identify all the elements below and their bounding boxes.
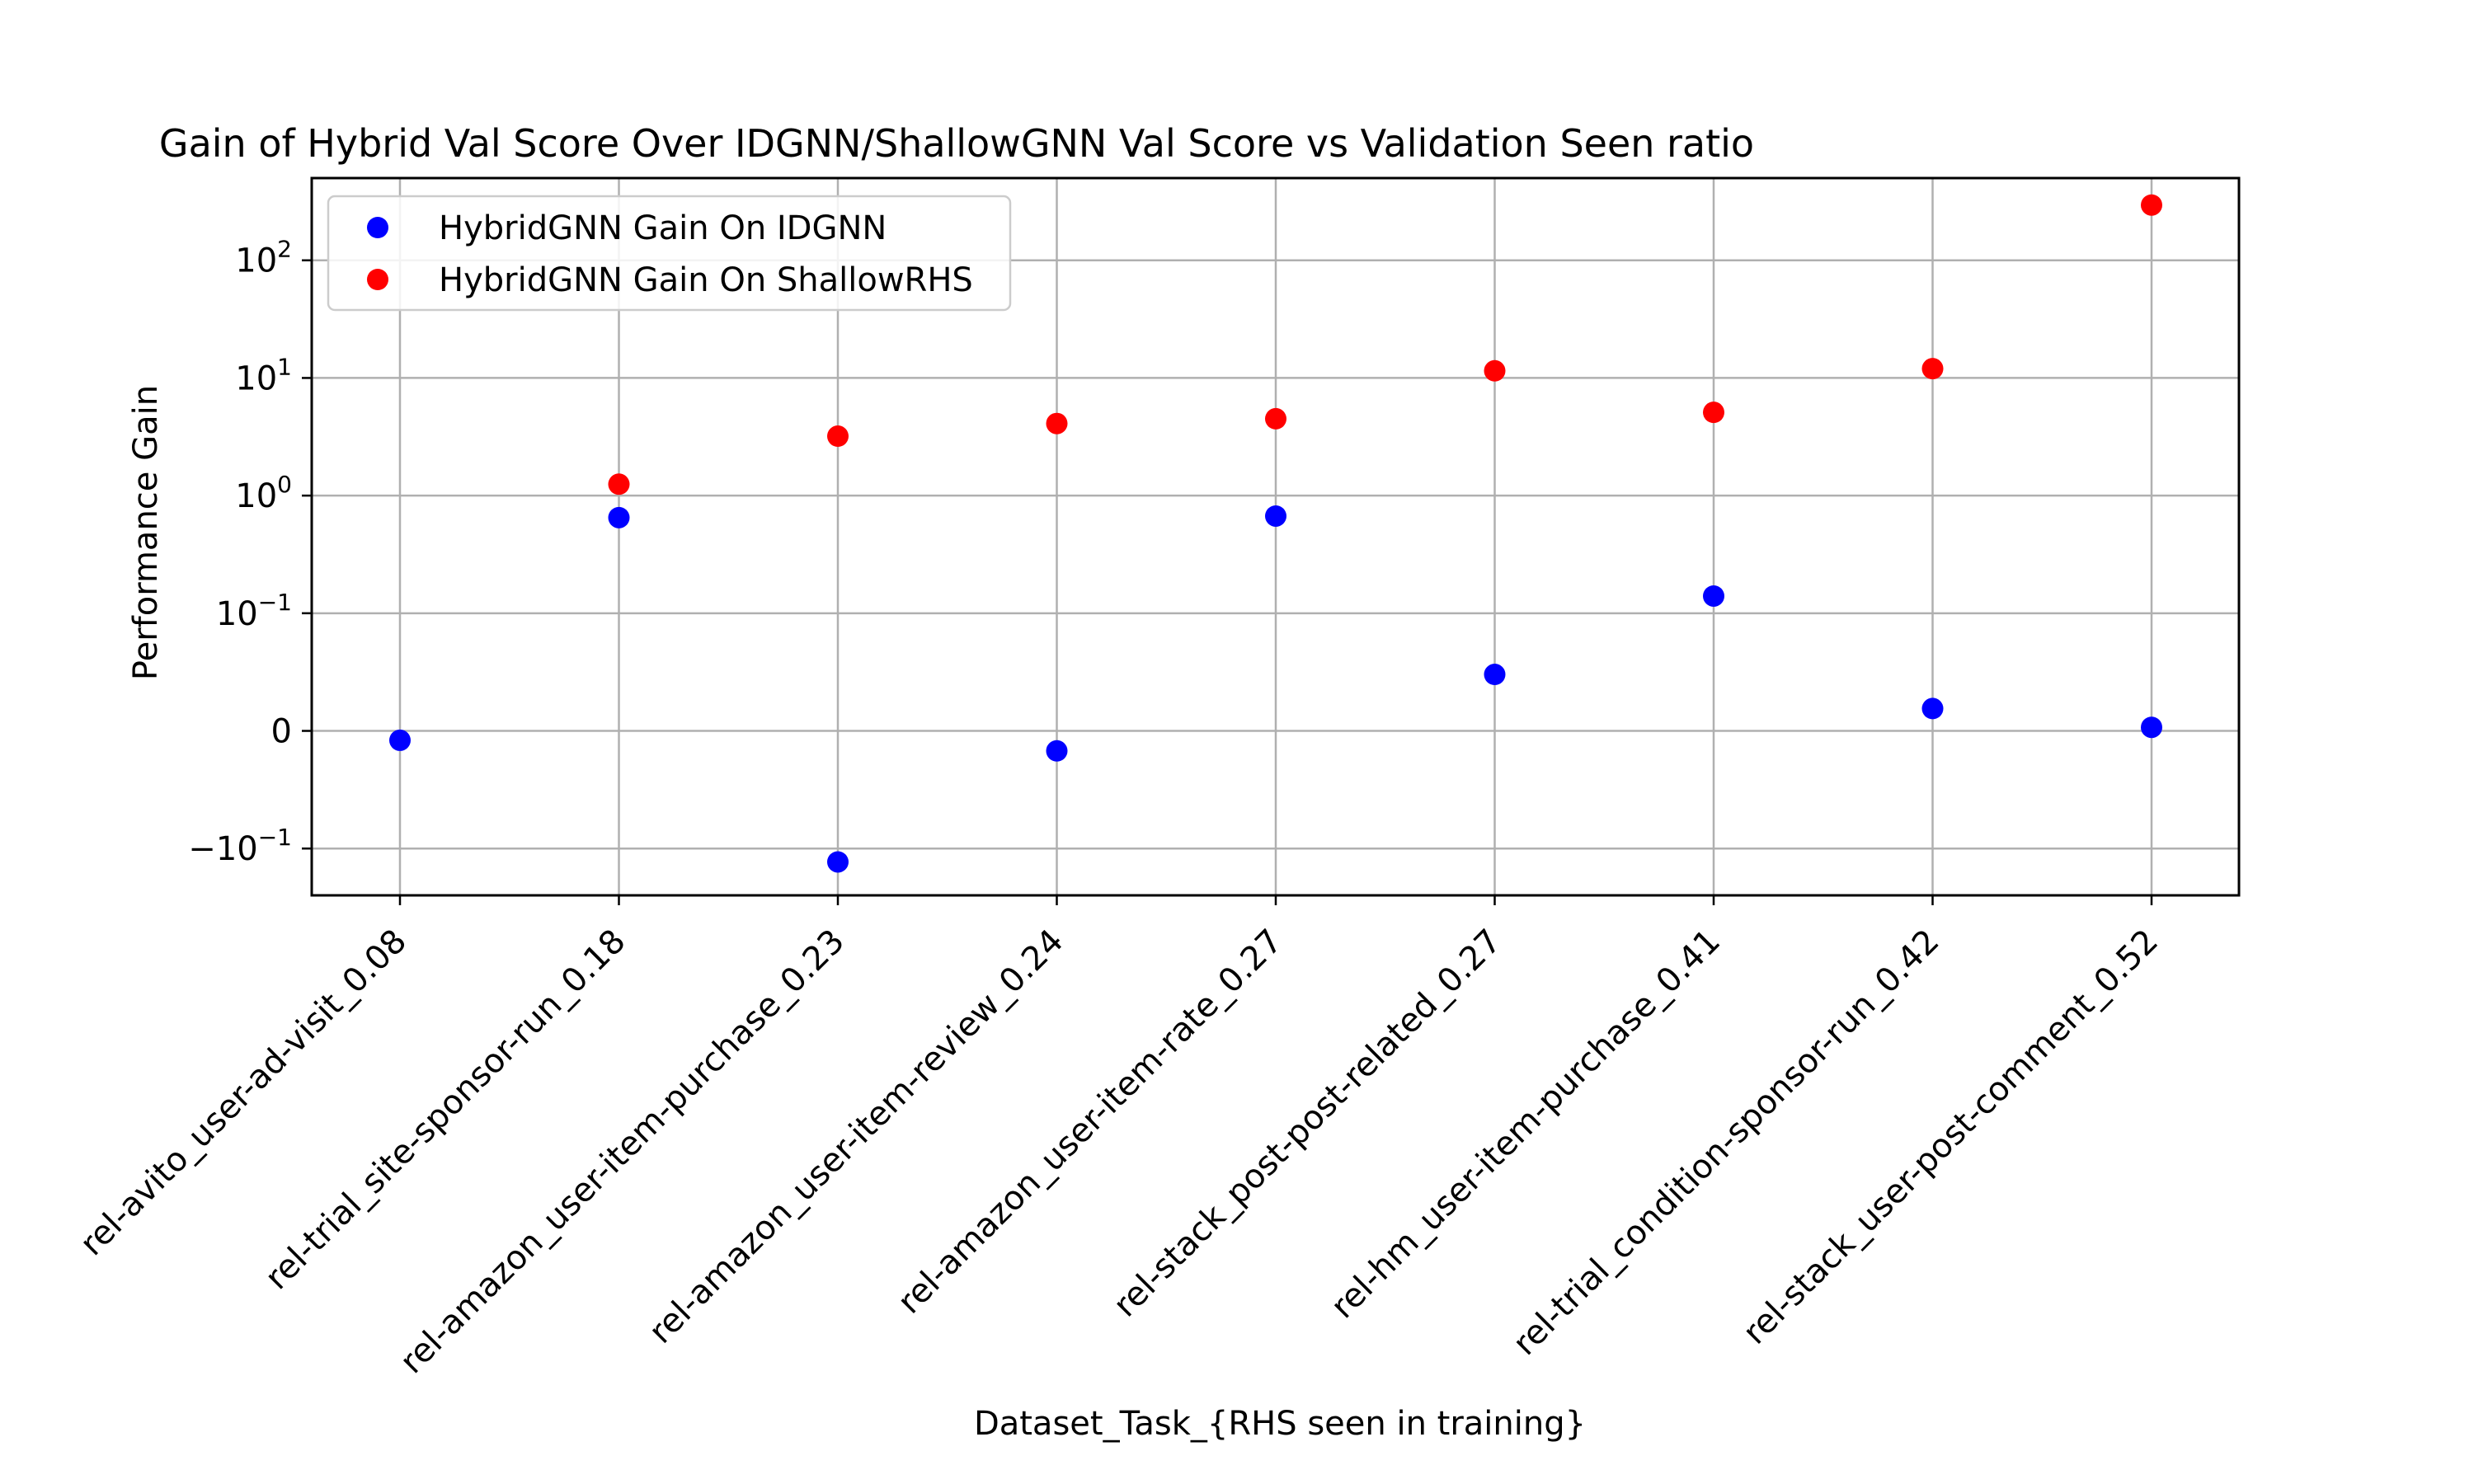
y-tick-label: 0: [271, 713, 292, 751]
y-tick-label: 100: [235, 471, 292, 515]
series-1-point: [1265, 505, 1286, 527]
legend: HybridGNN Gain On IDGNN HybridGNN Gain On…: [327, 195, 1012, 312]
series-1-point: [1484, 664, 1506, 686]
y-tick-label: 10−1: [216, 589, 292, 633]
x-tick-label: rel-amazon_user-item-rate_0.27: [891, 923, 1290, 1322]
x-tick-label: rel-stack_user-post-comment_0.52: [1736, 923, 2166, 1352]
x-tick-label: rel-stack_post-post-related_0.27: [1107, 923, 1509, 1325]
series-1-point: [1921, 697, 1944, 720]
series-1-point: [608, 506, 630, 528]
legend-label: HybridGNN Gain On IDGNN: [439, 209, 887, 247]
legend-marker: [367, 217, 388, 238]
x-axis-label: Dataset_Task_{RHS seen in training}: [974, 1405, 1586, 1443]
series-1-point: [1046, 740, 1068, 762]
y-tick-label: 102: [235, 236, 292, 280]
legend-label: HybridGNN Gain On ShallowRHS: [439, 261, 973, 299]
series-1-point: [1703, 585, 1724, 607]
series-2-point: [1703, 402, 1724, 424]
series-2-point: [2141, 194, 2162, 216]
chart-title: Gain of Hybrid Val Score Over IDGNN/Shal…: [159, 121, 1754, 166]
series-2-point: [1265, 407, 1286, 430]
series-1-point: [827, 851, 849, 873]
series-2-point: [1484, 359, 1506, 382]
series-2-point: [1921, 358, 1944, 380]
series-1-point: [2141, 716, 2162, 739]
data-points: [389, 194, 2162, 873]
series-2-point: [827, 425, 849, 448]
legend-box: [327, 195, 1012, 312]
legend-marker: [367, 269, 388, 290]
y-axis-label: Performance Gain: [127, 385, 165, 680]
x-tick-label: rel-amazon_user-item-purchase_0.23: [393, 923, 852, 1382]
series-2-point: [608, 473, 630, 495]
y-tick-label: 101: [235, 353, 292, 397]
series-1-point: [389, 729, 411, 751]
x-tick-label: rel-trial_condition-sponsor-run_0.42: [1506, 923, 1946, 1363]
series-2-point: [1046, 412, 1068, 434]
plot-frame: [310, 176, 2241, 897]
axis-ticks: rel-avito_user-ad-visit_0.08rel-trial_si…: [73, 236, 2166, 1381]
x-tick-label: rel-trial_site-sponsor-run_0.18: [258, 923, 633, 1298]
x-tick-label: rel-amazon_user-item-review_0.24: [642, 923, 1070, 1351]
x-tick-label: rel-hm_user-item-purchase_0.41: [1324, 923, 1728, 1327]
grid-lines: [312, 178, 2239, 895]
y-tick-label: −10−1: [188, 824, 292, 868]
